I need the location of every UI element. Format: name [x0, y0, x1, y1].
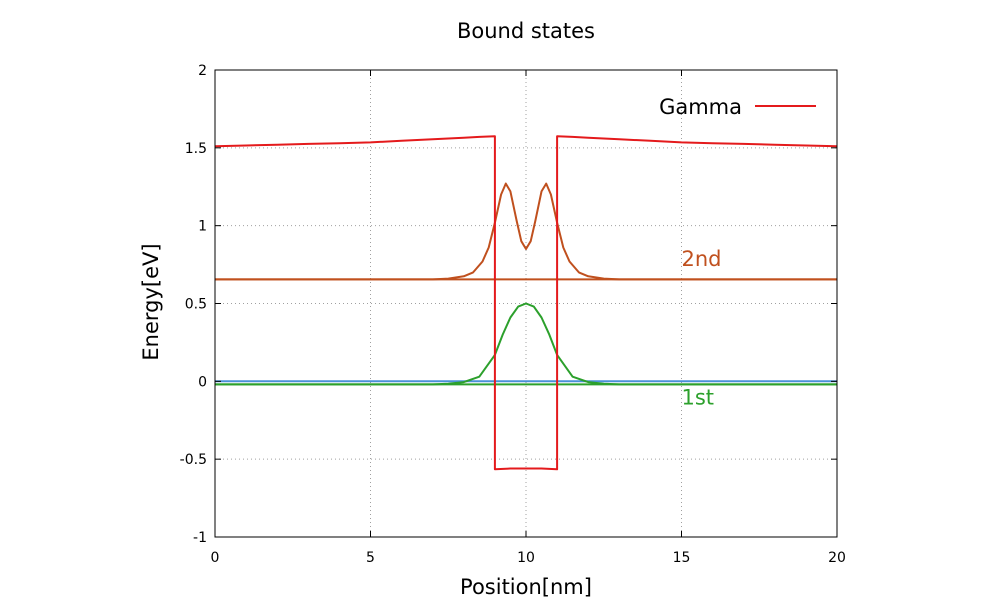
x-tick-label: 10 [517, 550, 535, 566]
x-tick-label: 5 [366, 550, 375, 566]
y-tick-label: 1.5 [185, 141, 207, 157]
y-axis-label: Energy[eV] [139, 243, 163, 360]
axis-ticks: 0 5 10 15 20 -1 -0.5 0 0.5 1 1.5 2 [180, 63, 846, 566]
series-line-3 [215, 302, 837, 386]
y-tick-label: 2 [198, 63, 207, 79]
y-tick-label: -0.5 [180, 452, 207, 468]
series-line-1 [215, 182, 837, 281]
y-tick-label: 0 [198, 374, 207, 390]
y-tick-label: -1 [193, 530, 207, 546]
x-axis-label: Position[nm] [460, 575, 592, 599]
y-tick-label: 0.5 [185, 297, 207, 313]
series-lines [214, 135, 838, 471]
series-line-0 [214, 135, 838, 471]
y-tick-label: 1 [198, 219, 207, 235]
legend: Gamma [659, 95, 816, 119]
chart-title: Bound states [457, 19, 595, 43]
legend-label-gamma: Gamma [659, 95, 742, 119]
annotation-1st: 1st [682, 386, 715, 410]
annotation-2nd: 2nd [682, 247, 722, 271]
x-tick-label: 0 [211, 550, 220, 566]
x-tick-label: 15 [673, 550, 691, 566]
x-tick-label: 20 [828, 550, 846, 566]
annotations: 2nd 1st [682, 247, 722, 410]
